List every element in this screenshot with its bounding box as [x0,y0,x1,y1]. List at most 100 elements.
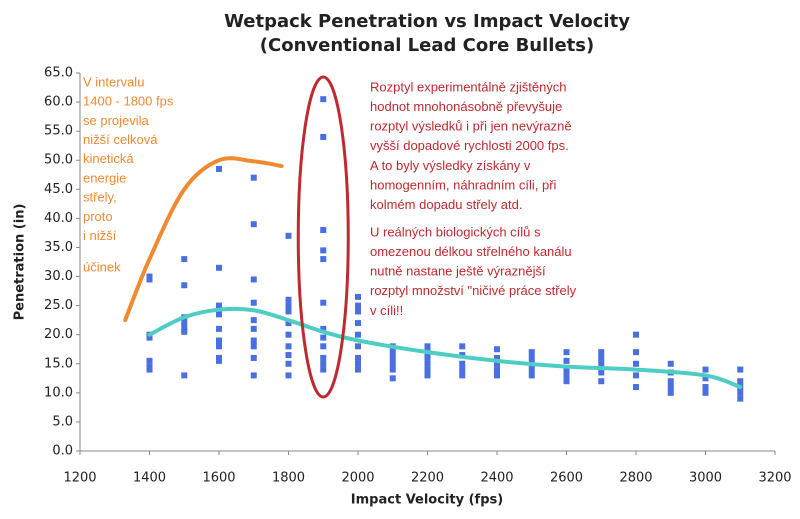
point [320,299,327,306]
point [598,354,605,361]
point [285,308,292,315]
point [424,372,431,379]
point [737,395,744,402]
point [494,354,500,361]
point [389,375,396,382]
y-tick-label: 20.0 [44,327,73,342]
annotation-line: U reálných biologických cílů s [370,224,541,239]
point [181,256,188,263]
annotation-line: se projevila [83,113,150,128]
annotation-line: i nižší [83,228,117,243]
point [633,372,639,379]
point [424,343,431,350]
point [355,293,361,300]
point [667,378,674,385]
point [320,334,327,341]
point [146,334,153,341]
point [702,375,709,382]
annotation-line: vyšší dopadové rychlosti 2000 fps. [370,138,569,153]
y-tick-label: 50.0 [44,153,73,168]
point [702,366,709,373]
point [250,276,257,283]
y-tick-label: 60.0 [44,95,73,110]
point [633,360,639,367]
point [146,366,153,373]
annotation-line: nutně nastane ještě výraznější [370,264,546,279]
point [355,302,361,309]
point [216,311,222,318]
annotation-line: rozptyl výsledků i při jen nevýrazně [370,119,572,134]
point [250,317,257,324]
point [250,337,257,344]
y-tick-label: 15.0 [44,356,73,371]
point [459,366,466,373]
point [598,360,605,367]
point [285,360,292,367]
point [181,328,188,335]
y-tick-label: 65.0 [44,66,73,81]
point [424,354,431,361]
point [216,264,222,271]
annotation-line: v cíli!! [370,303,403,318]
point [494,372,500,379]
point [563,366,570,373]
point [563,372,570,379]
point [285,372,292,379]
point [250,299,257,306]
x-axis-title: Impact Velocity (fps) [351,493,503,508]
trend-curve [147,306,743,390]
x-tick-label: 3000 [689,471,722,486]
point [355,354,361,361]
point [320,366,327,373]
point [424,360,431,367]
point [563,357,570,364]
point [528,354,535,361]
trend-curve [123,156,284,323]
point [320,354,327,361]
point [598,349,605,356]
point [459,360,466,367]
y-tick-label: 25.0 [44,298,73,313]
annotation-line: A to byly výsledky získány v [370,158,531,173]
point [216,337,222,344]
x-tick-label: 2400 [480,471,513,486]
x-tick-label: 1800 [272,471,305,486]
point [633,384,639,391]
point [355,308,361,315]
point [598,369,605,376]
point [355,331,361,338]
point [563,378,570,385]
point [389,354,396,361]
point [355,320,361,327]
annotation-line: homogenním, náhradním cíli, při [370,177,557,192]
point [216,165,222,172]
point [285,296,292,303]
point [320,227,327,234]
point [528,366,535,373]
y-tick-label: 30.0 [44,269,73,284]
x-tick-label: 2200 [411,471,444,486]
chart-subtitle: (Conventional Lead Core Bullets) [260,35,594,56]
point [285,232,292,239]
y-tick-label: 45.0 [44,182,73,197]
point [216,325,222,332]
point [285,331,292,338]
point [250,372,257,379]
annotation-line: proto [83,209,113,224]
annotation-line: kolmém dopadu střely atd. [370,197,522,212]
y-tick-label: 0.0 [52,444,73,459]
point [737,366,744,373]
chart-title: Wetpack Penetration vs Impact Velocity [224,11,630,32]
annotation-line: omezenou délkou střelného kanálu [370,244,572,259]
annotation-line: střely, [83,190,117,205]
y-tick-label: 55.0 [44,124,73,139]
point [320,343,327,350]
point [285,302,292,309]
point [320,256,327,263]
point [702,384,709,391]
y-tick-label: 5.0 [52,414,73,429]
point [667,384,674,391]
point [320,96,327,103]
x-tick-label: 1600 [202,471,235,486]
point [598,378,605,385]
